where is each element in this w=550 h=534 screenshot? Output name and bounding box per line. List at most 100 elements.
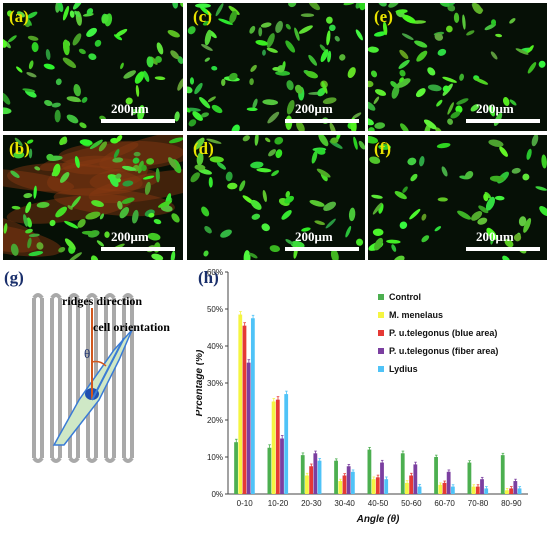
cell <box>294 84 303 94</box>
cell <box>26 139 34 144</box>
cell <box>441 166 448 177</box>
cell <box>275 20 283 33</box>
cell <box>434 33 444 41</box>
cell <box>208 176 213 188</box>
cell <box>391 85 400 99</box>
bar <box>271 401 276 494</box>
cell <box>323 201 337 212</box>
cell <box>229 10 237 24</box>
bar <box>334 460 338 494</box>
cell <box>250 64 257 72</box>
scale-bar <box>285 119 359 123</box>
cell <box>300 13 315 18</box>
cell <box>195 3 211 8</box>
cell <box>14 137 23 147</box>
cell <box>55 206 68 218</box>
y-tick-label: 10% <box>207 453 223 462</box>
cell <box>314 220 325 226</box>
micrograph-c: (c) 200μm <box>187 3 365 131</box>
bar <box>250 318 255 494</box>
bar <box>513 481 518 494</box>
cell <box>372 202 382 215</box>
cell <box>66 96 81 102</box>
fiber-texture <box>88 169 183 204</box>
cell <box>72 3 83 10</box>
bar <box>267 447 272 494</box>
cell <box>329 122 337 131</box>
cell <box>66 114 79 124</box>
cell <box>288 3 297 8</box>
cell <box>120 62 124 70</box>
cell <box>488 139 504 147</box>
bar <box>446 471 451 494</box>
cell <box>372 228 384 236</box>
cell <box>204 226 212 234</box>
cell <box>374 89 387 96</box>
cell <box>101 14 109 24</box>
panel-label: (f) <box>374 139 391 158</box>
cell <box>31 41 39 53</box>
cell <box>455 105 463 114</box>
cell <box>58 246 66 253</box>
scale-text: 200μm <box>295 229 333 244</box>
cell <box>189 77 195 85</box>
cell <box>285 190 291 198</box>
cell <box>421 235 430 243</box>
cell <box>192 111 203 121</box>
cell <box>170 50 180 60</box>
cell <box>79 122 87 129</box>
cell <box>531 135 539 147</box>
cell <box>499 146 508 157</box>
cell <box>400 123 409 131</box>
cell <box>369 156 381 164</box>
panel-label: (e) <box>374 7 393 26</box>
cell <box>513 233 522 242</box>
bar <box>475 486 480 494</box>
cell <box>373 96 380 105</box>
cell <box>271 170 280 177</box>
cell <box>62 57 77 69</box>
cell-orientation-arrow <box>91 337 125 401</box>
cell <box>23 214 28 227</box>
x-tick-label: 0-10 <box>237 499 254 508</box>
cell <box>221 78 226 86</box>
cell <box>322 97 337 105</box>
legend-label: P. u.telegonus (blue area) <box>389 328 497 338</box>
cell <box>154 76 166 81</box>
cell <box>390 80 398 88</box>
cell <box>7 35 17 43</box>
cell <box>55 78 62 86</box>
legend-swatch <box>378 330 384 336</box>
cell <box>141 164 147 172</box>
y-tick-label: 30% <box>207 379 223 388</box>
cell <box>522 173 530 181</box>
cell <box>483 193 489 202</box>
cell <box>399 77 404 83</box>
cell <box>266 47 278 53</box>
cell <box>457 210 472 220</box>
cell <box>348 207 356 222</box>
cell <box>258 27 263 37</box>
micrograph-a: (a) 200μm <box>3 3 183 131</box>
cell <box>209 156 224 163</box>
cell <box>26 217 32 228</box>
cell <box>250 199 262 210</box>
cell <box>125 97 133 105</box>
cell <box>204 29 212 46</box>
cell <box>541 154 547 169</box>
cell <box>402 186 408 193</box>
cell <box>54 109 61 123</box>
cell <box>201 112 210 118</box>
cell <box>144 181 151 195</box>
cell <box>188 119 197 127</box>
cell <box>316 148 326 155</box>
cell <box>484 191 492 199</box>
orientation-bar-chart: 0% 10% 20% 30% 40% 50% 60% 0-10 10-20 20-30 30-40 4… <box>196 268 528 525</box>
cell <box>268 149 277 157</box>
cell <box>199 97 211 109</box>
cell <box>133 151 141 157</box>
cell <box>170 251 176 260</box>
cell <box>526 148 532 160</box>
cell <box>67 205 73 210</box>
cell <box>269 245 281 253</box>
